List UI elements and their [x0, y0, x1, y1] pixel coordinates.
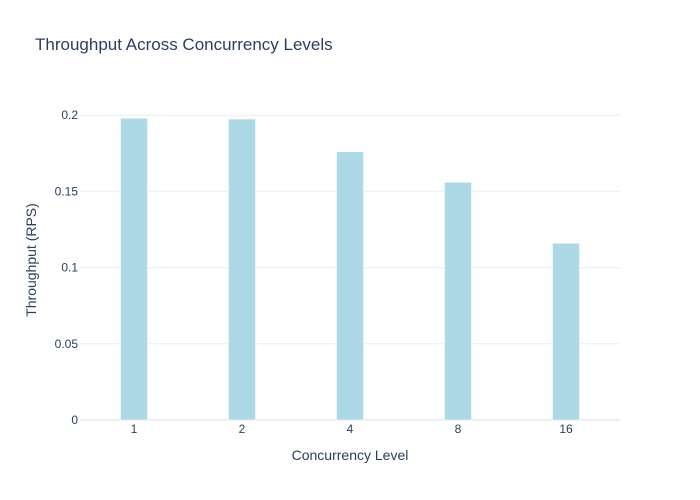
y-tick-label: 0.05 — [55, 337, 79, 351]
x-tick-label: 4 — [347, 422, 354, 436]
x-tick-label: 1 — [131, 422, 138, 436]
bar — [336, 151, 364, 421]
bar — [552, 242, 580, 421]
bar — [120, 118, 148, 421]
bar — [228, 118, 256, 421]
x-tick-label: 8 — [455, 422, 462, 436]
x-axis-title: Concurrency Level — [292, 447, 409, 463]
bars — [120, 118, 580, 421]
chart-title: Throughput Across Concurrency Levels — [35, 35, 333, 54]
x-tick-label: 2 — [239, 422, 246, 436]
y-tick-label: 0 — [71, 413, 78, 427]
x-axis-ticks: 1 2 4 8 16 — [131, 422, 573, 436]
y-tick-label: 0.1 — [61, 261, 78, 275]
y-axis-ticks: 0 0.05 0.1 0.15 0.2 — [55, 108, 79, 427]
x-tick-label: 16 — [559, 422, 573, 436]
y-tick-label: 0.2 — [61, 108, 78, 122]
y-tick-label: 0.15 — [55, 184, 79, 198]
y-axis-title: Throughput (RPS) — [23, 203, 39, 317]
bar — [444, 182, 472, 421]
